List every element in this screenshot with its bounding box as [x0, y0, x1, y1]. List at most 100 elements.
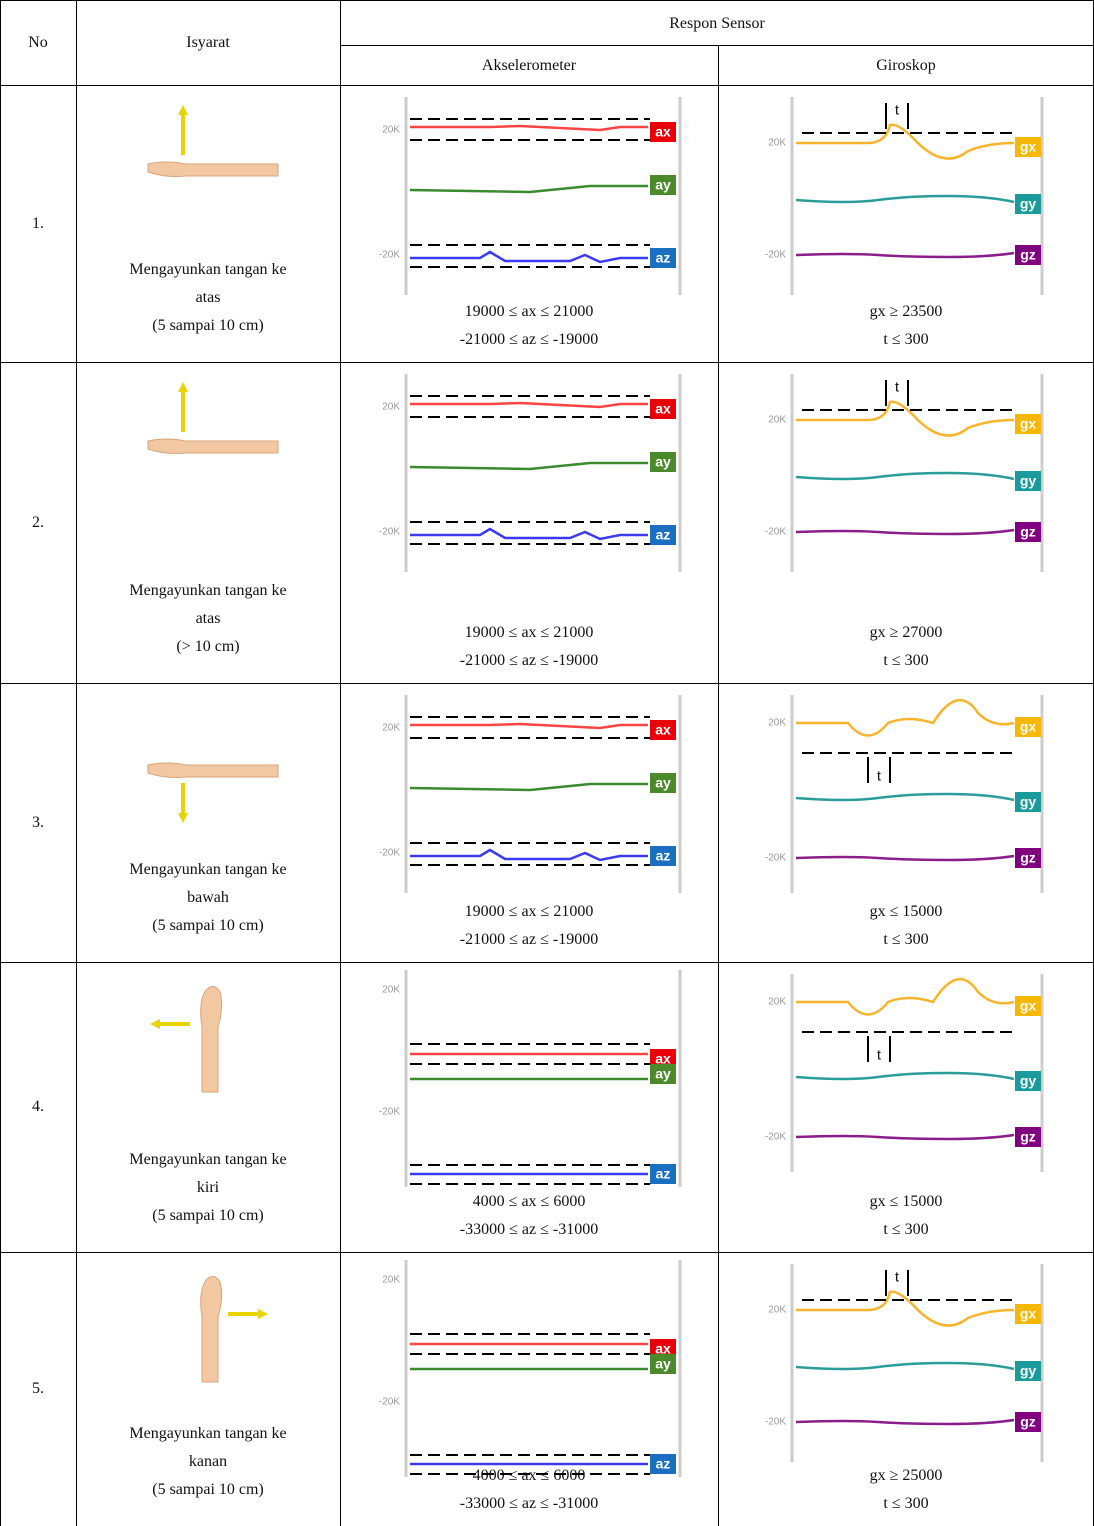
series-tag: gx [1020, 1306, 1037, 1322]
gesture-icon [76, 362, 340, 502]
document: NoIsyaratRespon SensorAkselerometerGiros… [0, 0, 1094, 1526]
gyro-line [796, 253, 1014, 257]
gyro-condition: t ≤ 300 [883, 652, 928, 670]
header-gyro: Giroskop [876, 57, 936, 75]
header-accel: Akselerometer [482, 57, 576, 75]
accel-condition: -33000 ≤ az ≤ -31000 [460, 1495, 598, 1513]
accel-condition: -33000 ≤ az ≤ -31000 [460, 1221, 598, 1239]
gesture-text: kanan [189, 1453, 227, 1471]
gesture-icon [76, 683, 340, 823]
gyro-chart: 20K-20Ktgxgygz [718, 362, 1094, 592]
accel-condition: -21000 ≤ az ≤ -19000 [460, 331, 598, 349]
time-marker: t [877, 768, 881, 784]
axis-label: -20K [379, 1397, 400, 1408]
gesture-icon [76, 1252, 340, 1392]
series-tag: az [656, 848, 671, 864]
gyro-condition: t ≤ 300 [883, 931, 928, 949]
gyro-line [796, 1292, 1014, 1326]
gesture-icon [76, 85, 340, 225]
series-tag: gx [1020, 719, 1037, 735]
series-tag: gy [1020, 1073, 1037, 1089]
gesture-text: (> 10 cm) [176, 638, 239, 656]
row-number: 3. [32, 814, 44, 832]
arrow-head [178, 813, 188, 823]
accel-condition: -21000 ≤ az ≤ -19000 [460, 931, 598, 949]
gyro-line [796, 794, 1014, 800]
gesture-text: (5 sampai 10 cm) [152, 1207, 264, 1225]
series-tag: gz [1020, 850, 1036, 866]
series-tag: gx [1020, 998, 1037, 1014]
gyro-line [796, 473, 1014, 479]
axis-label: -20K [765, 1132, 786, 1143]
gyro-chart: 20K-20Ktgxgygz [718, 962, 1094, 1192]
accel-line [410, 252, 648, 262]
series-tag: gz [1020, 247, 1036, 263]
arrow-head [258, 1309, 268, 1319]
gyro-line [796, 125, 1014, 159]
series-tag: ay [655, 1356, 671, 1372]
gyro-condition: t ≤ 300 [883, 1221, 928, 1239]
time-marker: t [895, 1269, 899, 1285]
accel-line [410, 186, 648, 192]
gyro-line [796, 979, 1014, 1014]
axis-label: -20K [765, 1417, 786, 1428]
gyro-chart: 20K-20Ktgxgygz [718, 683, 1094, 913]
series-tag: gx [1020, 139, 1037, 155]
axis-label: -20K [379, 1107, 400, 1118]
series-tag: ay [655, 775, 671, 791]
series-tag: ay [655, 454, 671, 470]
series-tag: gy [1020, 794, 1037, 810]
arm [148, 763, 278, 778]
gesture-text: (5 sampai 10 cm) [152, 1481, 264, 1499]
gyro-line [796, 700, 1014, 735]
accel-line [410, 529, 648, 539]
series-tag: ay [655, 177, 671, 193]
gesture-text: Mengayunkan tangan ke [129, 1151, 286, 1169]
accel-condition: 19000 ≤ ax ≤ 21000 [465, 624, 594, 642]
arm [201, 986, 222, 1092]
gesture-text: atas [196, 289, 221, 307]
time-marker: t [877, 1047, 881, 1063]
row-number: 4. [32, 1098, 44, 1116]
header-response: Respon Sensor [669, 15, 765, 33]
row-number: 5. [32, 1380, 44, 1398]
gyro-line [796, 196, 1014, 202]
arm [148, 439, 278, 454]
series-tag: gz [1020, 524, 1036, 540]
series-tag: az [656, 1456, 671, 1472]
gyro-chart: 20K-20Ktgxgygz [718, 1252, 1094, 1482]
gyro-line [796, 1420, 1014, 1424]
time-marker: t [895, 379, 899, 395]
arm [148, 162, 278, 177]
accel-line [410, 850, 648, 860]
axis-label: 20K [382, 1275, 400, 1286]
accel-line [410, 126, 648, 130]
axis-label: -20K [379, 848, 400, 859]
gesture-text: atas [196, 610, 221, 628]
row-number: 1. [32, 215, 44, 233]
axis-label: 20K [768, 415, 786, 426]
series-tag: gy [1020, 473, 1037, 489]
gesture-text: kiri [197, 1179, 219, 1197]
accel-chart: 20K-20Kaxayaz [340, 85, 718, 315]
time-marker: t [895, 102, 899, 118]
series-tag: gz [1020, 1129, 1036, 1145]
arrow-head [178, 105, 188, 115]
series-tag: gx [1020, 416, 1037, 432]
accel-line [410, 784, 648, 790]
gyro-line [796, 1135, 1014, 1139]
rule [0, 0, 1, 1526]
accel-chart: 20K-20Kaxayaz [340, 362, 718, 592]
rule [340, 45, 1094, 46]
arrow-head [178, 382, 188, 392]
row-number: 2. [32, 514, 44, 532]
header-gesture: Isyarat [186, 34, 230, 52]
gyro-line [796, 856, 1014, 860]
series-tag: az [656, 1166, 671, 1182]
axis-label: 20K [768, 138, 786, 149]
series-tag: ax [655, 124, 671, 140]
gesture-text: bawah [187, 889, 229, 907]
